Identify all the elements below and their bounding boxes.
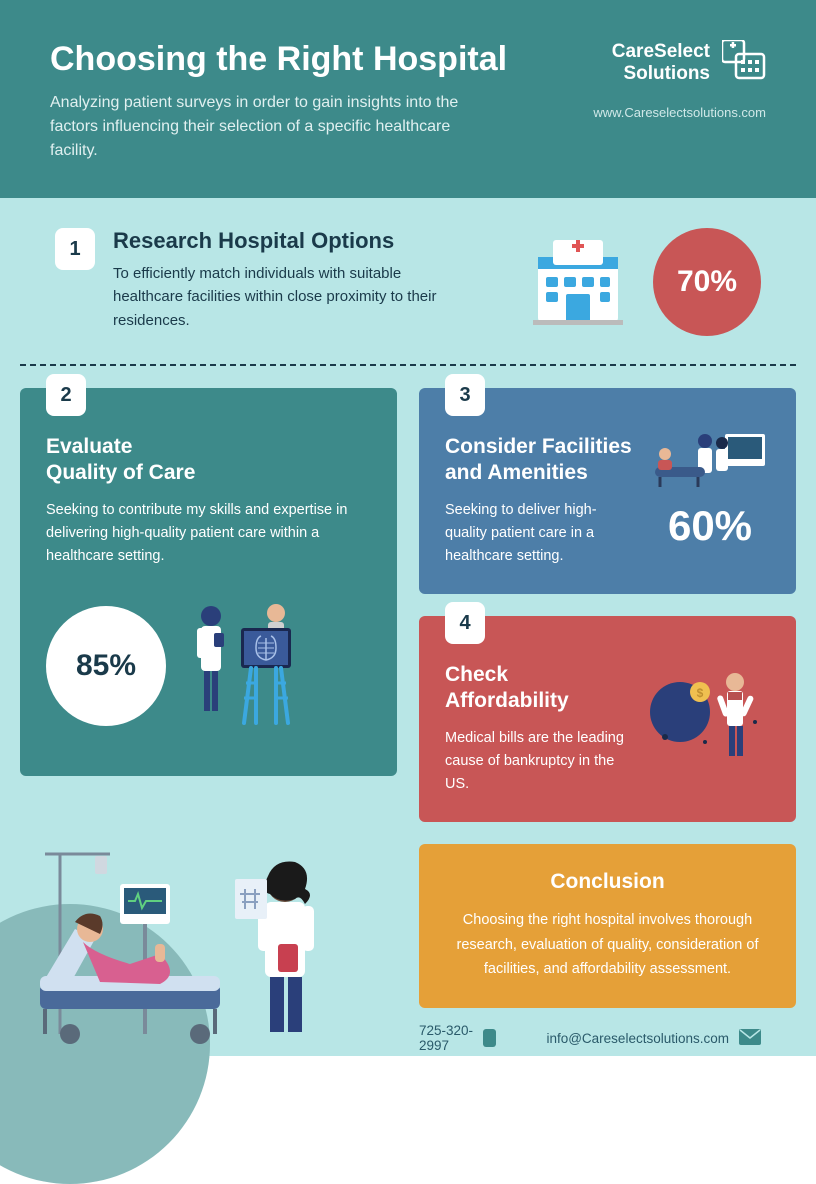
conclusion-row: Conclusion Choosing the right hospital i… [20, 844, 796, 1054]
card-2: 2 Evaluate Quality of Care Seeking to co… [20, 388, 397, 776]
header-right: CareSelect Solutions [593, 40, 766, 163]
footer-phone: 725-320-2997 [419, 1023, 496, 1053]
brand-line1: CareSelect [612, 41, 710, 63]
section-1: 1 Research Hospital Options To efficient… [20, 228, 796, 366]
patient-bed-icon [650, 429, 770, 494]
card-2-bottom: 85% [46, 598, 371, 733]
infographic-page: Choosing the Right Hospital Analyzing pa… [0, 0, 816, 1056]
footer-email: info@Careselectsolutions.com [546, 1023, 761, 1053]
card-4-left: Check Affordability Medical bills are th… [445, 638, 635, 796]
brand-text: CareSelect Solutions [612, 41, 710, 85]
badge-3: 3 [445, 374, 485, 416]
card-4-desc: Medical bills are the leading cause of b… [445, 727, 635, 797]
header: Choosing the Right Hospital Analyzing pa… [0, 0, 816, 198]
doctor-xray-icon [186, 598, 326, 733]
card-4-title: Check Affordability [445, 662, 635, 715]
card-3-right: 60% [650, 410, 770, 568]
card-3: 3 Consider Facilities and Amenities Seek… [419, 388, 796, 594]
section-1-content: Research Hospital Options To efficiently… [113, 228, 510, 332]
bottom-illustration [20, 844, 397, 1054]
stat-60: 60% [668, 502, 752, 550]
hospital-icon [722, 40, 766, 85]
brand: CareSelect Solutions [612, 40, 766, 85]
footer: 725-320-2997 info@Careselectsolutions.co… [419, 1008, 796, 1053]
badge-4: 4 [445, 602, 485, 644]
phone-icon [483, 1029, 496, 1047]
conclusion-card: Conclusion Choosing the right hospital i… [419, 844, 796, 1008]
section-1-desc: To efficiently match individuals with su… [113, 262, 473, 332]
badge-2: 2 [46, 374, 86, 416]
mail-icon [739, 1029, 761, 1048]
card-3-left: Consider Facilities and Amenities Seekin… [445, 410, 635, 568]
phone-text: 725-320-2997 [419, 1023, 473, 1053]
svg-text:$: $ [697, 686, 704, 700]
page-subtitle: Analyzing patient surveys in order to ga… [50, 91, 500, 163]
right-column: 3 Consider Facilities and Amenities Seek… [419, 388, 796, 822]
header-left: Choosing the Right Hospital Analyzing pa… [50, 40, 593, 163]
stat-circle-85: 85% [46, 606, 166, 726]
badge-1: 1 [55, 228, 95, 270]
conclusion-desc: Choosing the right hospital involves tho… [449, 908, 766, 982]
email-text: info@Careselectsolutions.com [546, 1031, 729, 1046]
section-1-title: Research Hospital Options [113, 228, 510, 254]
card-3-desc: Seeking to deliver high-quality patient … [445, 499, 635, 569]
conclusion-title: Conclusion [449, 870, 766, 894]
card-2-desc: Seeking to contribute my skills and expe… [46, 499, 371, 569]
cards-grid: 2 Evaluate Quality of Care Seeking to co… [20, 388, 796, 822]
card-3-title: Consider Facilities and Amenities [445, 434, 635, 487]
card-2-title: Evaluate Quality of Care [46, 434, 371, 487]
website-url: www.Careselectsolutions.com [593, 105, 766, 120]
conclusion-column: Conclusion Choosing the right hospital i… [419, 844, 796, 1054]
hospital-building-icon [528, 232, 628, 332]
section-1-right: 70% [528, 228, 761, 336]
money-person-icon: $ [650, 667, 770, 767]
stat-circle-70: 70% [653, 228, 761, 336]
body: 1 Research Hospital Options To efficient… [0, 198, 816, 1054]
page-title: Choosing the Right Hospital [50, 40, 553, 79]
brand-line2: Solutions [612, 63, 710, 85]
card-4: 4 Check Affordability Medical bills are … [419, 616, 796, 822]
